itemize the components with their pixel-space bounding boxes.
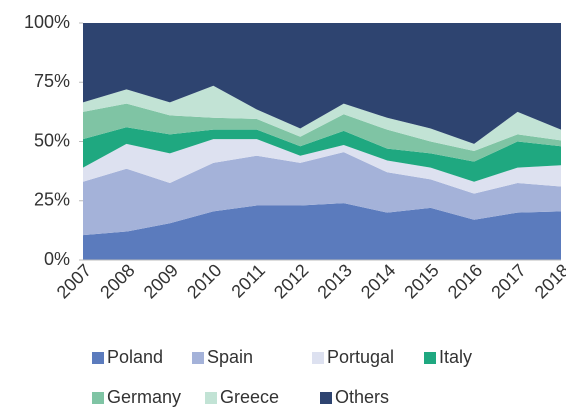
- area: [83, 127, 561, 182]
- y-tick-label: 0%: [44, 249, 70, 269]
- legend-swatch: [424, 352, 436, 364]
- legend-label: Others: [335, 387, 389, 407]
- legend-label: Spain: [207, 347, 253, 367]
- area: [83, 103, 561, 162]
- legend-label: Germany: [107, 387, 181, 407]
- legend-swatch: [92, 352, 104, 364]
- area: [83, 85, 561, 151]
- area: [83, 139, 561, 194]
- x-tick-label: 2015: [400, 260, 442, 302]
- legend-swatch: [320, 392, 332, 404]
- y-tick-label: 50%: [34, 130, 70, 150]
- x-tick-label: 2008: [96, 260, 138, 302]
- legend-label: Portugal: [327, 347, 394, 367]
- x-tick-label: 2010: [183, 260, 225, 302]
- legend-swatch: [192, 352, 204, 364]
- area: [83, 23, 561, 144]
- x-tick-label: 2016: [444, 260, 486, 302]
- legend-swatch: [205, 392, 217, 404]
- x-tick-label: 2017: [487, 260, 529, 302]
- x-tick-label: 2009: [140, 260, 182, 302]
- area: [83, 203, 561, 260]
- y-tick-label: 75%: [34, 71, 70, 91]
- y-tick-label: 25%: [34, 190, 70, 210]
- x-tick-label: 2018: [531, 260, 566, 302]
- legend-swatch: [92, 392, 104, 404]
- area: [83, 152, 561, 236]
- x-tick-label: 2013: [313, 260, 355, 302]
- x-tick-label: 2011: [227, 260, 269, 302]
- legend-label: Poland: [107, 347, 163, 367]
- legend-label: Greece: [220, 387, 279, 407]
- legend-label: Italy: [439, 347, 472, 367]
- y-tick-label: 100%: [24, 12, 70, 32]
- x-tick-label: 2012: [270, 260, 312, 302]
- legend-swatch: [312, 352, 324, 364]
- x-tick-label: 2014: [357, 260, 399, 302]
